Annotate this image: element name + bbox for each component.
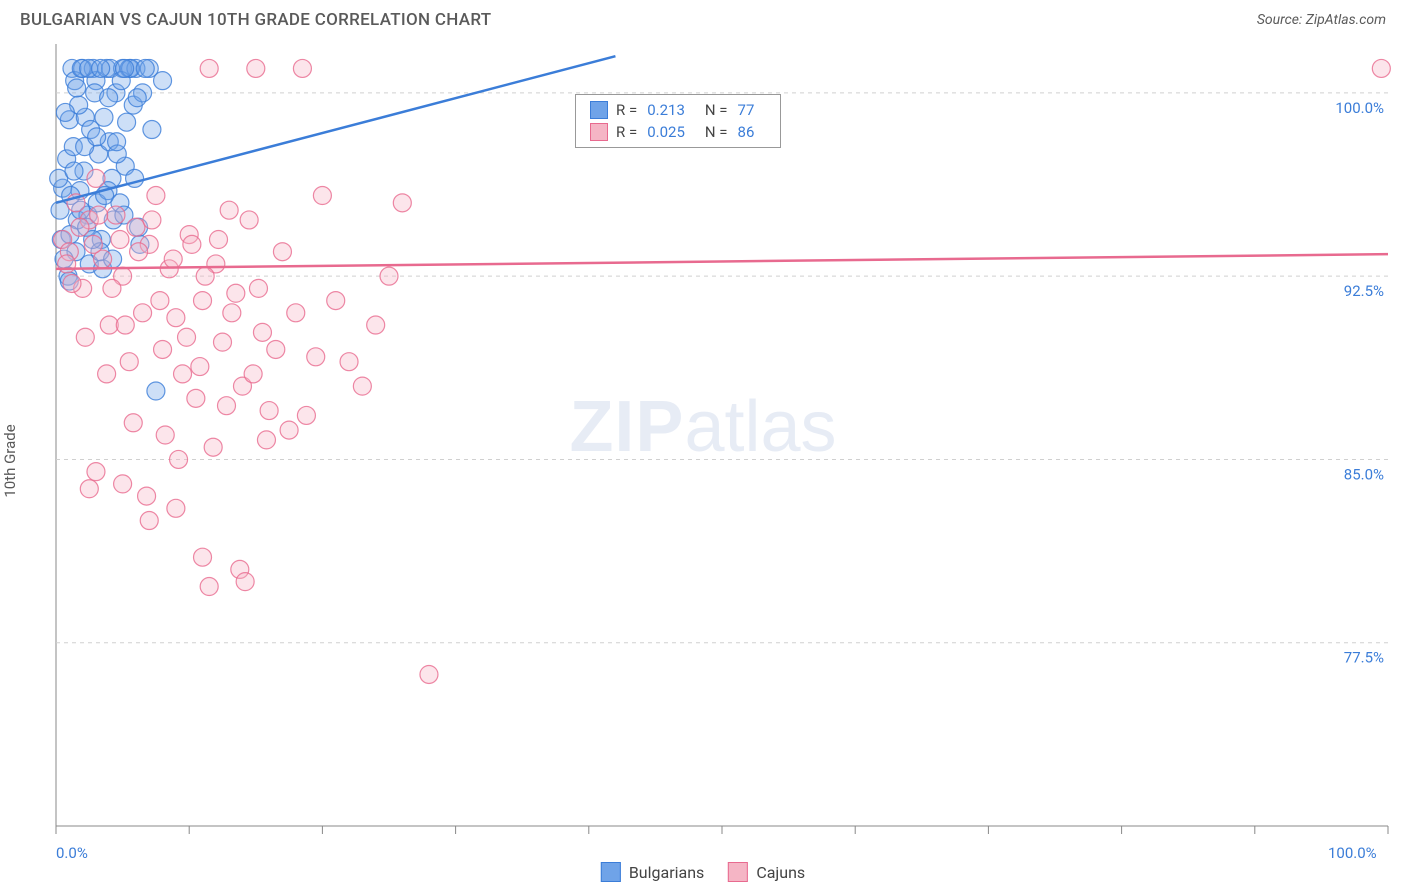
x-axis-min-label: 0.0% (56, 844, 88, 862)
stats-row: R =0.025N =86 (576, 121, 780, 143)
scatter-chart: 77.5% 85.0% 92.5% 100.0% (0, 36, 1406, 886)
legend-label-cajuns: Cajuns (756, 863, 805, 882)
stats-legend-box: R =0.213N =77R =0.025N =86 (575, 94, 781, 148)
y-axis-label: 10th Grade (1, 424, 19, 497)
legend-label-bulgarians: Bulgarians (629, 863, 704, 882)
svg-text:85.0%: 85.0% (1344, 465, 1384, 483)
legend-item-cajuns: Cajuns (728, 862, 805, 882)
chart-title: BULGARIAN VS CAJUN 10TH GRADE CORRELATIO… (20, 10, 491, 30)
svg-text:100.0%: 100.0% (1335, 99, 1384, 117)
swatch-bulgarians (601, 862, 621, 882)
source-label: Source: ZipAtlas.com (1257, 12, 1386, 28)
chart-container: 10th Grade ZIPatlas 77.5%85.0%92.5%100.0… (0, 36, 1406, 886)
stats-row: R =0.213N =77 (576, 99, 780, 121)
x-axis-max-label: 100.0% (1328, 844, 1377, 862)
legend-item-bulgarians: Bulgarians (601, 862, 704, 882)
svg-text:77.5%: 77.5% (1344, 649, 1384, 667)
svg-text:92.5%: 92.5% (1344, 282, 1384, 300)
swatch-cajuns (728, 862, 748, 882)
bottom-legend: Bulgarians Cajuns (601, 862, 805, 882)
